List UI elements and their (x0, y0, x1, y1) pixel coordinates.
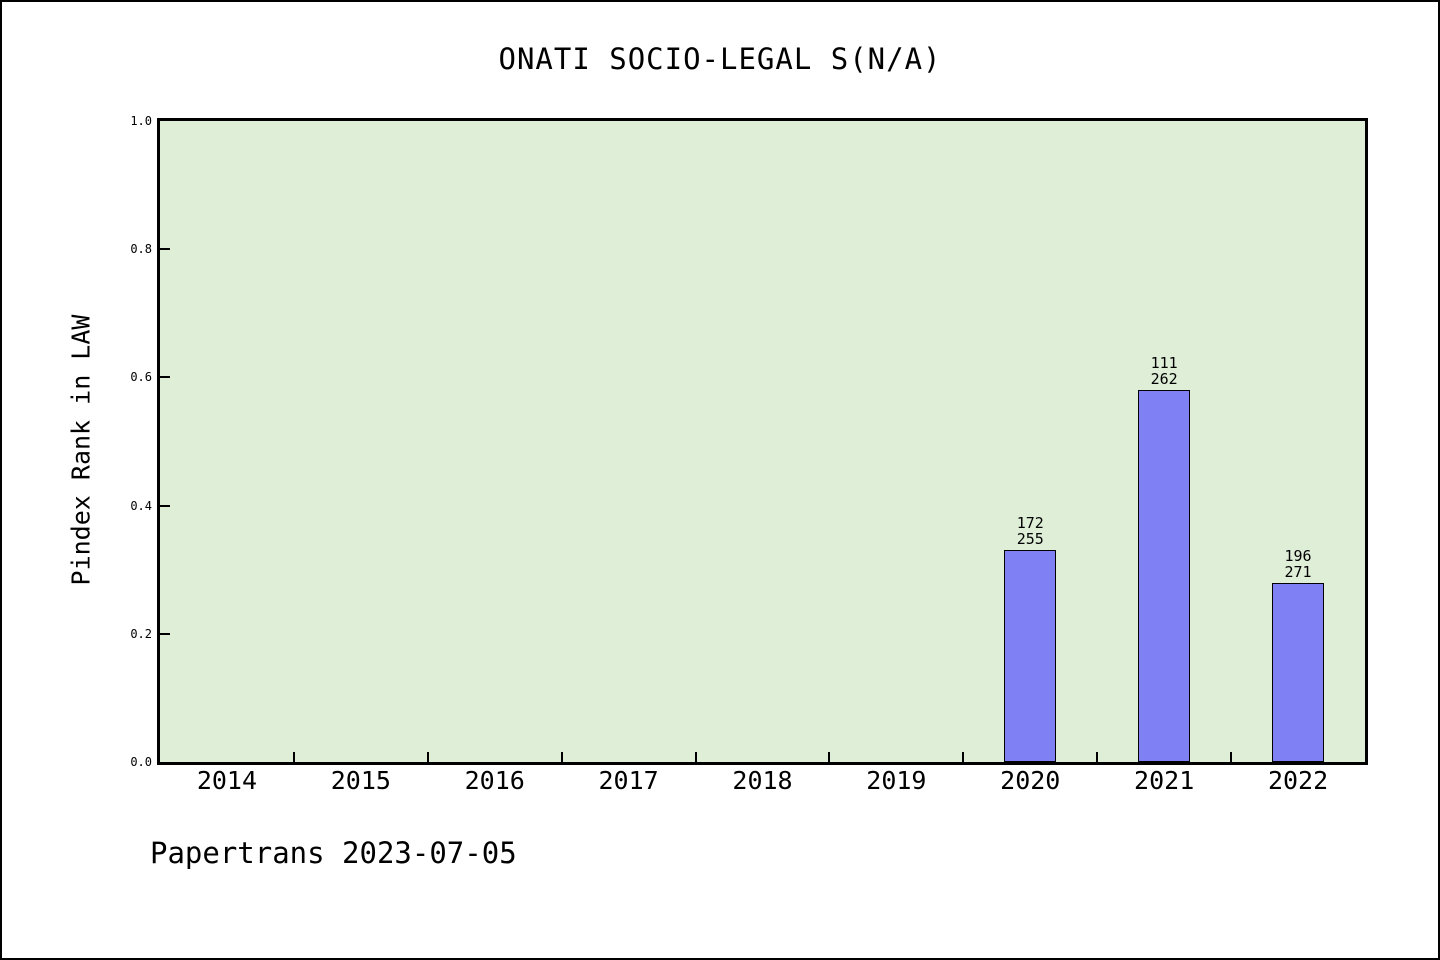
y-tick-label: 0.2 (130, 626, 152, 641)
x-tick-label: 2014 (196, 766, 258, 795)
x-tick-mark (828, 752, 831, 762)
x-tick-label: 2016 (464, 766, 525, 795)
x-tick-mark (426, 752, 429, 762)
y-tick-mark (160, 504, 170, 507)
plot-area: 172 255 111 262 196 271 (157, 118, 1368, 765)
x-tick-label: 2015 (330, 766, 391, 795)
y-tick-mark (160, 376, 170, 379)
x-tick-mark (1096, 752, 1099, 762)
watermark-text: Papertrans 2023-07-05 (150, 836, 517, 870)
bar-value-label: 172 255 (1016, 514, 1044, 549)
x-tick-label: 2022 (1267, 766, 1329, 795)
x-tick-mark (694, 752, 697, 762)
x-tick-mark (560, 752, 563, 762)
y-tick-label: 0.4 (130, 498, 152, 513)
y-axis-label-text: Pindex Rank in LAW (66, 314, 96, 586)
bar-2022 (1272, 582, 1325, 762)
x-tick-mark (292, 752, 295, 762)
chart-title: ONATI SOCIO-LEGAL S(N/A) (498, 42, 942, 76)
bar-value-label: 111 262 (1150, 354, 1178, 389)
x-tick-label: 2017 (598, 766, 659, 795)
x-tick-label: 2019 (866, 766, 927, 795)
y-tick-label: 0.8 (130, 242, 152, 257)
x-tick-label: 2018 (732, 766, 793, 795)
y-tick-label: 1.0 (130, 114, 152, 128)
y-tick-mark (160, 632, 170, 635)
y-tick-label: 0.0 (130, 755, 152, 769)
bar-2020 (1004, 550, 1057, 762)
bar-2021 (1138, 390, 1191, 762)
y-tick-mark (160, 248, 170, 251)
y-tick-label: 0.6 (130, 370, 152, 385)
x-tick-label: 2021 (1134, 766, 1195, 795)
bar-value-label: 196 271 (1284, 546, 1312, 581)
x-tick-mark (1230, 752, 1233, 762)
x-tick-label: 2020 (1000, 766, 1061, 795)
x-tick-mark (962, 752, 965, 762)
